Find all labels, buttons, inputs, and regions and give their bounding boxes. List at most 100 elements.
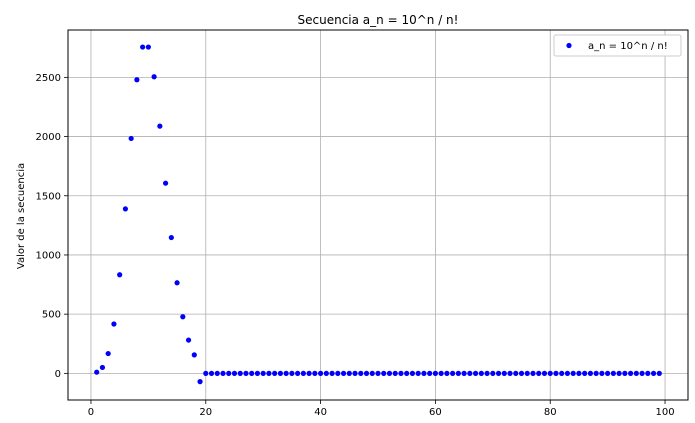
data-point <box>599 370 605 376</box>
data-point <box>185 337 192 343</box>
data-point <box>559 370 565 376</box>
data-point <box>616 370 622 376</box>
data-point <box>162 180 169 186</box>
data-point <box>111 321 117 327</box>
data-point <box>323 370 329 376</box>
y-tick-label: 1500 <box>36 191 61 202</box>
data-point <box>208 370 215 376</box>
data-point <box>432 370 439 376</box>
data-point <box>117 272 123 278</box>
data-point <box>381 370 387 376</box>
data-point <box>226 370 232 376</box>
data-point <box>444 370 450 376</box>
data-point <box>99 364 106 371</box>
data-point <box>501 370 507 376</box>
data-point <box>541 370 548 376</box>
data-point <box>300 370 306 376</box>
data-point <box>507 370 513 376</box>
data-point <box>518 370 525 376</box>
data-point <box>576 370 582 376</box>
data-point <box>237 370 243 376</box>
data-point <box>650 370 657 376</box>
data-points <box>94 44 662 385</box>
data-point <box>392 370 398 376</box>
data-point <box>249 370 255 376</box>
data-point <box>105 350 111 357</box>
data-point <box>260 370 266 376</box>
data-point <box>404 370 410 376</box>
data-point <box>340 370 347 376</box>
data-point <box>484 370 490 376</box>
data-point <box>524 370 530 376</box>
legend-marker <box>566 42 572 49</box>
data-point <box>180 314 186 320</box>
data-point <box>231 370 238 376</box>
data-point <box>421 370 427 376</box>
y-tick-label: 2000 <box>36 132 61 143</box>
data-point <box>151 74 157 80</box>
data-point <box>536 370 542 376</box>
data-point <box>645 370 651 376</box>
data-point <box>317 370 324 376</box>
data-point <box>145 44 151 50</box>
legend: a_n = 10^n / n! <box>553 34 682 57</box>
data-point <box>283 370 289 376</box>
data-point <box>461 370 467 376</box>
x-tick-label: 60 <box>429 407 442 418</box>
y-tick-label: 1000 <box>36 250 61 261</box>
data-point <box>450 370 456 376</box>
data-point <box>633 370 639 376</box>
legend-label: a_n = 10^n / n! <box>588 41 668 52</box>
data-point <box>513 370 519 376</box>
data-point <box>174 280 180 286</box>
legend-box <box>553 34 682 57</box>
data-point <box>627 370 634 376</box>
x-tick-label: 20 <box>199 407 212 418</box>
data-point <box>398 370 404 376</box>
data-point <box>134 77 140 83</box>
chart-title: Secuencia a_n = 10^n / n! <box>298 13 459 27</box>
data-point <box>656 370 662 376</box>
data-point <box>490 370 496 376</box>
data-point <box>306 370 312 376</box>
data-point <box>312 370 318 376</box>
y-axis-label: Valor de la secuencia <box>16 163 27 269</box>
data-point <box>467 370 473 376</box>
data-point <box>214 370 220 376</box>
data-point <box>203 370 209 376</box>
data-point <box>128 135 134 142</box>
data-point <box>478 370 484 376</box>
data-point <box>438 370 444 376</box>
data-point <box>553 370 559 376</box>
data-point <box>191 352 197 358</box>
data-point <box>168 234 174 241</box>
data-point <box>122 206 129 212</box>
data-point <box>593 370 599 376</box>
data-point <box>564 370 571 376</box>
x-tick-label: 100 <box>655 407 674 418</box>
data-point <box>587 370 594 376</box>
x-tick-label: 0 <box>88 407 94 418</box>
data-point <box>386 370 393 376</box>
data-point <box>197 379 203 385</box>
data-point <box>622 370 628 376</box>
x-tick-label: 40 <box>314 407 327 418</box>
data-point <box>415 370 421 376</box>
data-point <box>346 370 352 376</box>
data-point <box>409 370 416 376</box>
data-point <box>582 370 588 376</box>
plot-area-frame <box>67 29 689 401</box>
data-point <box>94 369 100 375</box>
y-tick-label: 500 <box>42 310 61 321</box>
data-point <box>369 370 375 376</box>
data-point <box>570 370 576 376</box>
data-point <box>272 370 278 376</box>
data-point <box>335 370 341 376</box>
data-point <box>547 370 553 376</box>
data-point <box>220 370 226 376</box>
data-point <box>530 370 536 376</box>
data-point <box>472 370 479 376</box>
